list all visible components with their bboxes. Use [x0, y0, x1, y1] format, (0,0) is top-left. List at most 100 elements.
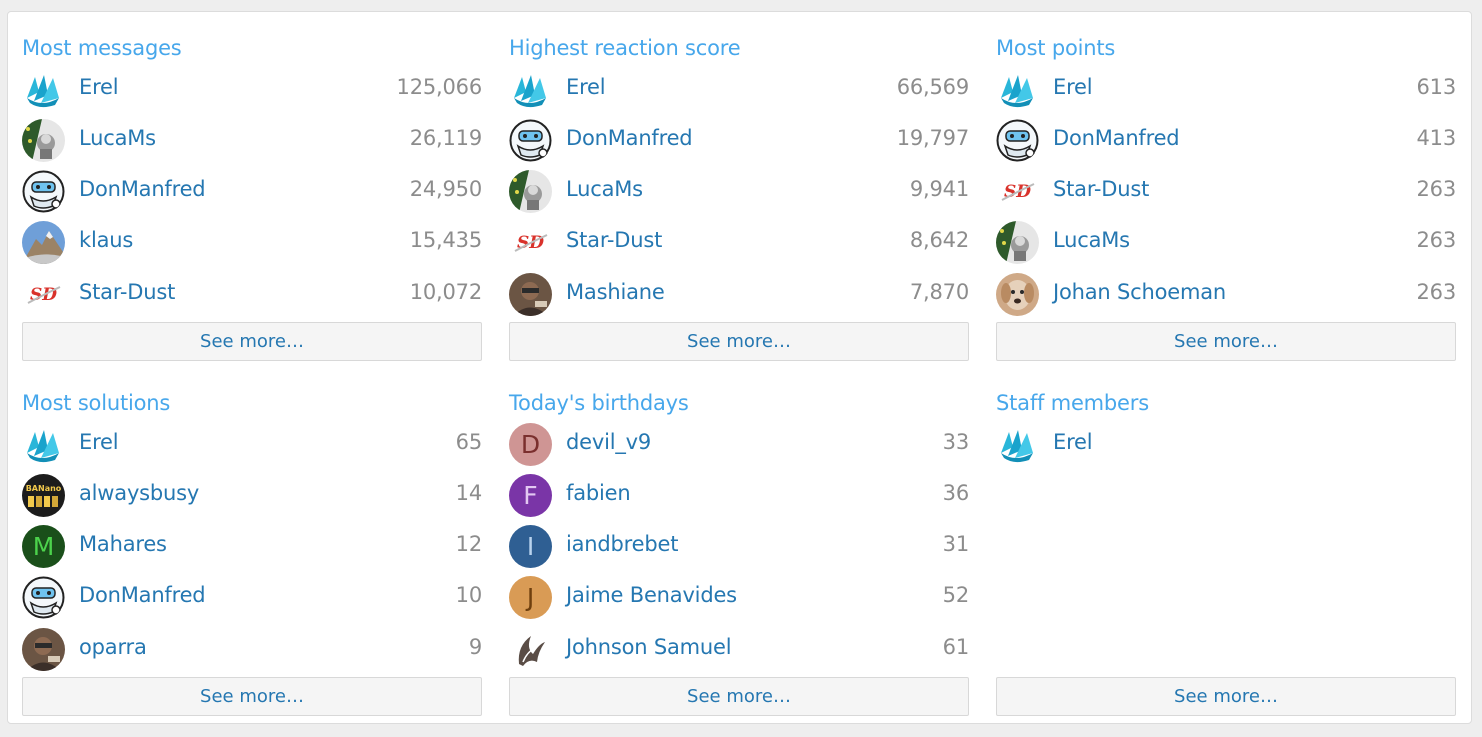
- member-row[interactable]: LucaMs 263: [996, 215, 1456, 266]
- member-name[interactable]: LucaMs: [1053, 228, 1130, 252]
- erel-logo-avatar[interactable]: [996, 423, 1039, 466]
- member-row[interactable]: Erel: [996, 417, 1456, 468]
- block-title-highest-reaction-score[interactable]: Highest reaction score: [509, 36, 741, 60]
- member-row[interactable]: LucaMs 26,119: [22, 113, 482, 164]
- member-name[interactable]: DonManfred: [79, 177, 206, 201]
- member-row[interactable]: Mashiane 7,870: [509, 267, 969, 318]
- member-row[interactable]: SD Star-Dust 10,072: [22, 267, 482, 318]
- member-name[interactable]: Star-Dust: [566, 228, 663, 252]
- member-row[interactable]: DonManfred 19,797: [509, 113, 969, 164]
- lucams-avatar[interactable]: [22, 119, 65, 162]
- member-name[interactable]: DonManfred: [566, 126, 693, 150]
- member-row[interactable]: Erel 125,066: [22, 62, 482, 113]
- member-row[interactable]: I iandbrebet 31: [509, 519, 969, 570]
- member-value: 9,941: [909, 177, 969, 201]
- dog-photo-avatar[interactable]: [996, 273, 1039, 316]
- member-value: 613: [1416, 75, 1457, 99]
- see-more-button[interactable]: See more…: [22, 322, 482, 361]
- sd-logo-avatar[interactable]: SD: [509, 221, 552, 264]
- member-name[interactable]: Star-Dust: [1053, 177, 1150, 201]
- sd-logo-avatar[interactable]: SD: [22, 273, 65, 316]
- member-name[interactable]: Jaime Benavides: [566, 583, 737, 607]
- member-name[interactable]: DonManfred: [79, 583, 206, 607]
- erel-logo-avatar[interactable]: [996, 68, 1039, 111]
- member-name[interactable]: DonManfred: [1053, 126, 1180, 150]
- donmanfred-avatar[interactable]: [996, 119, 1039, 162]
- member-row[interactable]: SD Star-Dust 8,642: [509, 215, 969, 266]
- see-more-button[interactable]: See more…: [996, 677, 1456, 716]
- member-row[interactable]: DonManfred 24,950: [22, 164, 482, 215]
- member-name[interactable]: Star-Dust: [79, 280, 176, 304]
- member-age: 61: [942, 635, 970, 659]
- member-row[interactable]: Johan Schoeman 263: [996, 267, 1456, 318]
- donmanfred-avatar[interactable]: [509, 119, 552, 162]
- member-value: 15,435: [409, 228, 482, 252]
- member-row[interactable]: BANano alwaysbusy 14: [22, 468, 482, 519]
- member-value: 263: [1416, 228, 1457, 252]
- block-title-todays-birthdays[interactable]: Today's birthdays: [509, 391, 689, 415]
- donmanfred-avatar[interactable]: [22, 170, 65, 213]
- member-name[interactable]: Mahares: [79, 532, 167, 556]
- banano-avatar[interactable]: BANano: [22, 474, 65, 517]
- member-row[interactable]: M Mahares 12: [22, 519, 482, 570]
- member-name[interactable]: Johan Schoeman: [1053, 280, 1226, 304]
- member-name[interactable]: fabien: [566, 481, 631, 505]
- member-name[interactable]: iandbrebet: [566, 532, 679, 556]
- member-row[interactable]: oparra 9: [22, 622, 482, 673]
- flourish-avatar[interactable]: [509, 628, 552, 671]
- member-name[interactable]: klaus: [79, 228, 134, 252]
- see-more-button[interactable]: See more…: [996, 322, 1456, 361]
- lucams-avatar[interactable]: [509, 170, 552, 213]
- see-more-button[interactable]: See more…: [509, 677, 969, 716]
- block-title-most-points[interactable]: Most points: [996, 36, 1116, 60]
- person-photo-avatar[interactable]: [22, 628, 65, 671]
- erel-logo-avatar[interactable]: [22, 423, 65, 466]
- see-more-button[interactable]: See more…: [509, 322, 969, 361]
- member-row[interactable]: LucaMs 9,941: [509, 164, 969, 215]
- letter-avatar[interactable]: M: [22, 525, 65, 568]
- member-row[interactable]: SD Star-Dust 263: [996, 164, 1456, 215]
- member-name[interactable]: devil_v9: [566, 430, 652, 454]
- member-value: 65: [455, 430, 483, 454]
- block-title-most-solutions[interactable]: Most solutions: [22, 391, 171, 415]
- member-row[interactable]: klaus 15,435: [22, 215, 482, 266]
- block-title-most-messages[interactable]: Most messages: [22, 36, 182, 60]
- member-name[interactable]: oparra: [79, 635, 147, 659]
- member-name[interactable]: Mashiane: [566, 280, 665, 304]
- member-name[interactable]: Erel: [566, 75, 606, 99]
- erel-logo-avatar[interactable]: [509, 68, 552, 111]
- sd-logo-avatar[interactable]: SD: [996, 170, 1039, 213]
- member-row[interactable]: Erel 66,569: [509, 62, 969, 113]
- letter-avatar[interactable]: I: [509, 525, 552, 568]
- member-row[interactable]: Johnson Samuel 61: [509, 622, 969, 673]
- see-more-button[interactable]: See more…: [22, 677, 482, 716]
- lucams-avatar[interactable]: [996, 221, 1039, 264]
- member-row[interactable]: D devil_v9 33: [509, 417, 969, 468]
- donmanfred-avatar[interactable]: [22, 576, 65, 619]
- member-row[interactable]: Erel 65: [22, 417, 482, 468]
- member-row[interactable]: DonManfred 10: [22, 570, 482, 621]
- member-name[interactable]: alwaysbusy: [79, 481, 200, 505]
- person-photo-avatar[interactable]: [509, 273, 552, 316]
- member-name[interactable]: LucaMs: [79, 126, 156, 150]
- member-value: 263: [1416, 280, 1457, 304]
- member-row[interactable]: F fabien 36: [509, 468, 969, 519]
- member-name[interactable]: Johnson Samuel: [566, 635, 732, 659]
- member-row[interactable]: DonManfred 413: [996, 113, 1456, 164]
- erel-logo-avatar[interactable]: [22, 68, 65, 111]
- member-name[interactable]: Erel: [1053, 430, 1093, 454]
- letter-avatar[interactable]: D: [509, 423, 552, 466]
- member-name[interactable]: Erel: [79, 75, 119, 99]
- member-row[interactable]: Erel 613: [996, 62, 1456, 113]
- member-value: 9: [468, 635, 482, 659]
- member-name[interactable]: Erel: [1053, 75, 1093, 99]
- member-row[interactable]: J Jaime Benavides 52: [509, 570, 969, 621]
- member-value: 7,870: [909, 280, 969, 304]
- block-title-staff-members[interactable]: Staff members: [996, 391, 1149, 415]
- letter-avatar[interactable]: F: [509, 474, 552, 517]
- member-name[interactable]: LucaMs: [566, 177, 643, 201]
- mountain-photo-avatar[interactable]: [22, 221, 65, 264]
- block-highest-reaction-score: Highest reaction score Erel 66,569 DonMa…: [509, 22, 969, 362]
- letter-avatar[interactable]: J: [509, 576, 552, 619]
- member-name[interactable]: Erel: [79, 430, 119, 454]
